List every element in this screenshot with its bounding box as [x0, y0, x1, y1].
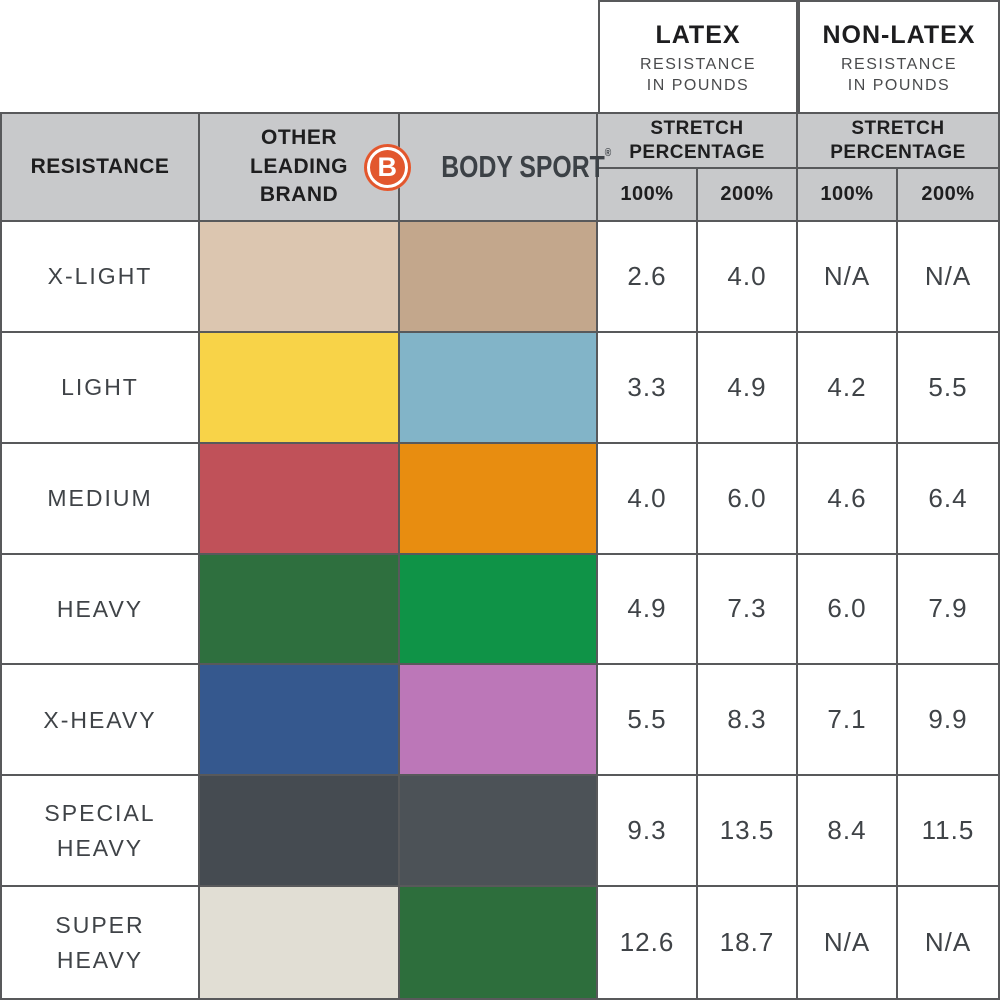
latex-header-box: LATEX RESISTANCE IN POUNDS [598, 0, 798, 112]
bodysport-swatch [400, 887, 598, 998]
latex-100-value: 12.6 [598, 887, 698, 998]
other-brand-swatch [200, 776, 400, 888]
other-brand-swatch [200, 443, 400, 555]
nonlatex-title: NON-LATEX [822, 21, 976, 50]
nonlatex-200-value: 5.5 [898, 332, 998, 444]
nonlatex-200-value: 11.5 [898, 776, 998, 888]
bodysport-swatch [400, 554, 598, 666]
nonlatex-200-value: N/A [898, 222, 998, 333]
latex-200-value: 6.0 [698, 443, 798, 555]
latex-100-value: 4.9 [598, 554, 698, 666]
latex-200-value: 4.9 [698, 332, 798, 444]
row-label: X-HEAVY [2, 665, 200, 777]
row-label: SUPER HEAVY [2, 887, 200, 998]
top-left-spacer [0, 0, 598, 112]
row-label: SPECIAL HEAVY [2, 776, 200, 888]
nonlatex-100-value: 4.6 [798, 443, 898, 555]
nonlatex-200-value: N/A [898, 887, 998, 998]
latex-title: LATEX [655, 21, 741, 50]
nonlatex-100-value: N/A [798, 222, 898, 333]
nonlatex-100-value: N/A [798, 887, 898, 998]
latex-100-value: 4.0 [598, 443, 698, 555]
latex-100-value: 5.5 [598, 665, 698, 777]
latex-100-value: 3.3 [598, 332, 698, 444]
nonlatex-subtitle: RESISTANCE IN POUNDS [840, 56, 958, 94]
latex-200-value: 8.3 [698, 665, 798, 777]
nonlatex-stretch-header: STRETCH PERCENTAGE [798, 114, 998, 169]
top-header-strip: LATEX RESISTANCE IN POUNDS NON-LATEX RES… [0, 0, 1000, 112]
bodysport-swatch [400, 776, 598, 888]
latex-100-value: 2.6 [598, 222, 698, 333]
other-brand-swatch [200, 554, 400, 666]
row-label: HEAVY [2, 554, 200, 666]
row-label: MEDIUM [2, 443, 200, 555]
bodysport-swatch [400, 222, 598, 333]
bodysport-swatch [400, 443, 598, 555]
nonlatex-100-value: 8.4 [798, 776, 898, 888]
latex-100-header: 100% [598, 169, 698, 222]
bodysport-swatch [400, 665, 598, 777]
row-label: LIGHT [2, 332, 200, 444]
latex-100-value: 9.3 [598, 776, 698, 888]
nonlatex-100-header: 100% [798, 169, 898, 222]
other-brand-swatch [200, 332, 400, 444]
nonlatex-header-box: NON-LATEX RESISTANCE IN POUNDS [798, 0, 1000, 112]
latex-200-value: 18.7 [698, 887, 798, 998]
latex-subtitle: RESISTANCE IN POUNDS [639, 56, 757, 94]
nonlatex-100-value: 4.2 [798, 332, 898, 444]
bodysport-brand-name: BODY SPORT® [441, 147, 612, 184]
column-header-resistance: RESISTANCE [2, 114, 200, 222]
bodysport-swatch [400, 332, 598, 444]
nonlatex-200-value: 6.4 [898, 443, 998, 555]
latex-200-value: 4.0 [698, 222, 798, 333]
bodysport-logo-icon: B [363, 143, 411, 191]
registered-trademark: ® [604, 147, 612, 159]
latex-200-header: 200% [698, 169, 798, 222]
latex-200-value: 7.3 [698, 554, 798, 666]
column-header-bodysport: B BODY SPORT® [363, 114, 611, 222]
latex-200-value: 13.5 [698, 776, 798, 888]
nonlatex-100-value: 6.0 [798, 554, 898, 666]
nonlatex-100-value: 7.1 [798, 665, 898, 777]
latex-stretch-header: STRETCH PERCENTAGE [598, 114, 798, 169]
comparison-grid: RESISTANCE OTHER LEADING BRAND B BODY SP… [0, 112, 1000, 1000]
other-brand-swatch [200, 887, 400, 998]
row-label: X-LIGHT [2, 222, 200, 333]
nonlatex-200-value: 9.9 [898, 665, 998, 777]
other-brand-swatch [200, 222, 400, 333]
nonlatex-200-value: 7.9 [898, 554, 998, 666]
nonlatex-200-header: 200% [898, 169, 998, 222]
other-brand-swatch [200, 665, 400, 777]
